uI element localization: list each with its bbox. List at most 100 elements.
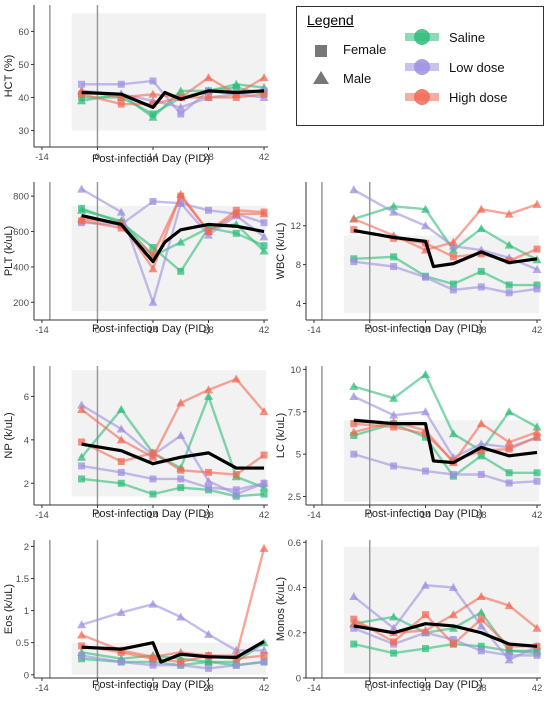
- lc-y-tick-label: 10: [290, 365, 301, 376]
- monos-point-male: [476, 592, 486, 601]
- monos-x-tick-label: 0: [367, 683, 372, 694]
- lc-point-female: [533, 433, 541, 441]
- legend-male-label: Male: [343, 71, 372, 86]
- wbc-y-tick-label: 4: [296, 299, 301, 310]
- monos-point-male: [389, 623, 399, 632]
- wbc-point-female: [477, 267, 485, 275]
- lc-x-tick-label: 14: [420, 510, 431, 521]
- wbc-point-female: [533, 245, 541, 253]
- lc-point-female: [390, 462, 398, 470]
- lc-point-female: [505, 479, 513, 487]
- eos-point-male: [204, 629, 214, 638]
- lc-point-female: [421, 430, 429, 438]
- eos-x-tick-label: 28: [203, 683, 214, 694]
- plt-point-male: [259, 246, 269, 255]
- monos-point-female: [533, 651, 541, 659]
- np-point-male: [259, 407, 269, 416]
- eos-series-high-dose-male: [81, 548, 266, 659]
- monos-point-male: [448, 623, 458, 632]
- legend-title: Legend: [307, 12, 354, 28]
- plt-point-female: [177, 192, 185, 200]
- monos-y-tick-label: 0.4: [288, 583, 301, 594]
- lc-point-male: [504, 437, 514, 446]
- eos-point-female: [149, 655, 157, 663]
- hct-panel: 30 40 50 60 -14 0 14 28 42 Post-infection Day (PI…: [3, 5, 269, 165]
- monos-point-female: [505, 651, 513, 659]
- hct-point-female: [260, 90, 268, 98]
- eos-point-male: [77, 630, 87, 639]
- plt-point-female: [177, 267, 185, 275]
- hct-point-female: [232, 84, 240, 92]
- np-x-tick-label: 42: [259, 510, 270, 521]
- legend-low-dose-label: Low dose: [449, 60, 505, 75]
- wbc-x-tick-label: 42: [532, 325, 543, 336]
- eos-point-female: [205, 664, 213, 672]
- monos-point-female: [477, 647, 485, 655]
- plt-x-tick-label: -14: [35, 325, 49, 336]
- monos-point-female: [350, 624, 358, 632]
- np-point-male: [116, 404, 126, 413]
- np-x-tick-label: -14: [35, 510, 49, 521]
- wbc-x-tick-label: -14: [307, 325, 321, 336]
- hct-point-male: [204, 73, 214, 82]
- eos-x-tick-label: -14: [35, 683, 49, 694]
- np-point-male: [204, 476, 214, 485]
- monos-point-male: [420, 580, 430, 589]
- np-point-female: [205, 484, 213, 492]
- monos-point-male: [349, 592, 359, 601]
- lc-x-tick-label: -14: [307, 510, 321, 521]
- eos-x-tick-label: 14: [148, 683, 159, 694]
- lc-point-male: [389, 393, 399, 402]
- np-point-male: [148, 452, 158, 461]
- np-x-axis-title: Post-infection Day (PID): [92, 508, 210, 520]
- hct-point-male: [176, 102, 186, 111]
- monos-x-tick-label: -14: [307, 683, 321, 694]
- wbc-panel: 4 8 12 -14 0 14 28 42 Post-infection Day (PID) WB…: [275, 182, 542, 336]
- plt-x-tick-label: 14: [148, 325, 159, 336]
- np-point-female: [149, 449, 157, 457]
- hct-point-female: [232, 93, 240, 101]
- eos-x-axis-title: Post-infection Day (PID): [92, 679, 210, 691]
- lc-point-male: [476, 439, 486, 448]
- lc-point-female: [505, 445, 513, 453]
- wbc-point-male: [448, 237, 458, 246]
- male-triangle-icon: [313, 71, 329, 84]
- hct-point-female: [177, 110, 185, 118]
- eos-point-male: [231, 645, 241, 654]
- legend: Legend Female Male Saline Low dose High …: [296, 6, 544, 126]
- lc-point-female: [477, 470, 485, 478]
- lc-point-female: [421, 467, 429, 475]
- wbc-point-female: [505, 257, 513, 265]
- np-point-male: [77, 400, 87, 409]
- wbc-point-male: [349, 214, 359, 223]
- np-x-tick-label: 28: [203, 510, 214, 521]
- monos-point-male: [448, 610, 458, 619]
- lc-point-female: [533, 469, 541, 477]
- monos-point-female: [477, 615, 485, 623]
- plt-x-tick-label: 0: [95, 325, 100, 336]
- wbc-mean-line: [353, 229, 538, 269]
- eos-point-female: [117, 648, 125, 656]
- np-point-female: [117, 458, 125, 466]
- lc-point-male: [349, 381, 359, 390]
- np-panel: 2 4 6 -14 0 14 28 42 Post-infection Day (PID) NP …: [3, 366, 269, 521]
- np-point-female: [232, 486, 240, 494]
- hct-point-male: [116, 92, 126, 101]
- np-point-female: [177, 466, 185, 474]
- wbc-point-female: [350, 226, 358, 234]
- hct-mean-line: [81, 89, 265, 109]
- wbc-point-female: [505, 289, 513, 297]
- wbc-point-male: [476, 204, 486, 213]
- monos-point-male: [504, 601, 514, 610]
- np-point-male: [259, 483, 269, 492]
- wbc-y-axis-title: WBC (k/uL): [275, 223, 287, 280]
- np-point-female: [232, 471, 240, 479]
- eos-y-tick-label: 1.5: [16, 574, 29, 585]
- wbc-point-male: [389, 201, 399, 210]
- legend-high-dose-label: High dose: [449, 90, 508, 105]
- lc-point-male: [349, 427, 359, 436]
- monos-x-tick-label: 14: [420, 683, 431, 694]
- eos-x-tick-label: 42: [259, 683, 270, 694]
- monos-point-female: [477, 642, 485, 650]
